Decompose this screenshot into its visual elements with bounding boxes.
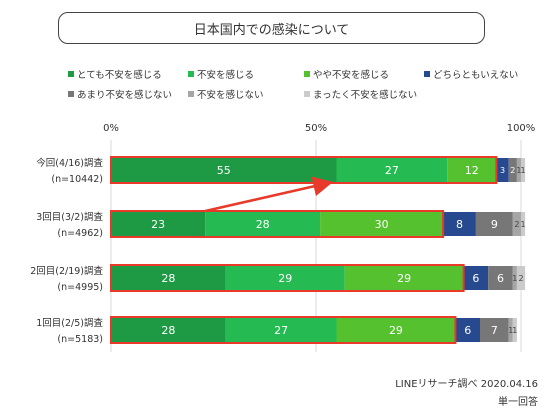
bar-segment (447, 158, 497, 182)
bar-segment (488, 266, 513, 290)
data-label: 23 (151, 218, 165, 231)
data-label: 2 (514, 220, 519, 229)
data-label: 28 (256, 218, 270, 231)
legend-swatch (304, 71, 310, 77)
bar-segment (344, 266, 464, 290)
chart-title: 日本国内での感染について (58, 12, 485, 44)
bar-segment (205, 212, 321, 236)
bar-segment (111, 158, 337, 182)
data-label: 2 (518, 274, 523, 283)
data-label: 55 (217, 164, 231, 177)
legend-label: まったく不安を感じない (313, 89, 417, 101)
answer-type-note: 単一回答 (498, 397, 538, 408)
x-tick-label: 100% (507, 123, 536, 134)
bar-segment (521, 158, 526, 182)
category-label: 3回目(3/2)調査 (36, 211, 103, 223)
legend-label: どちらともいえない (433, 70, 518, 81)
data-label: 1 (521, 166, 526, 175)
bar-segment (508, 158, 517, 182)
data-label: 1 (508, 326, 513, 335)
bar-segment (463, 266, 489, 290)
data-label: 7 (491, 324, 498, 337)
category-sample-size: (n=5183) (57, 334, 103, 345)
category-label: 2回目(2/19)調査 (30, 265, 103, 277)
bar-segment (455, 318, 480, 342)
bar-segment (225, 318, 337, 342)
legend-label: あまり不安を感じない (77, 89, 172, 101)
data-label: 12 (465, 164, 479, 177)
category-label: 1回目(2/5)調査 (36, 317, 103, 329)
bar-segment (111, 212, 206, 236)
x-tick-label: 0% (103, 123, 119, 134)
bar-segment (512, 266, 517, 290)
highlight-outline (110, 316, 457, 344)
legend-swatch (68, 91, 74, 97)
bar-segment (336, 318, 456, 342)
legend-swatch (188, 71, 194, 77)
bar-segment (336, 158, 448, 182)
bar-segment (111, 266, 226, 290)
data-label: 8 (456, 218, 463, 231)
source-note: LINEリサーチ調べ 2020.04.16 (395, 379, 538, 390)
data-label: 6 (464, 324, 471, 337)
trend-arrow (205, 176, 334, 213)
bar-segment (320, 212, 444, 236)
category-sample-size: (n=4995) (57, 282, 103, 293)
data-label: 2 (510, 166, 515, 175)
highlight-outline (110, 264, 465, 292)
data-label: 29 (397, 272, 411, 285)
data-label: 27 (385, 164, 399, 177)
data-label: 28 (161, 324, 175, 337)
legend-swatch (188, 91, 194, 97)
bar-segment (516, 266, 526, 290)
legend-swatch (424, 71, 430, 77)
data-label: 27 (274, 324, 288, 337)
data-label: 30 (375, 218, 389, 231)
data-label: 6 (472, 272, 479, 285)
data-label: 28 (161, 272, 175, 285)
bar-segment (111, 318, 226, 342)
bar-segment (475, 212, 513, 236)
category-label: 今回(4/16)調査 (36, 157, 103, 169)
legend-swatch (304, 91, 310, 97)
category-sample-size: (n=10442) (51, 174, 103, 185)
x-tick-label: 50% (305, 123, 327, 134)
bar-segment (521, 212, 526, 236)
legend-label: やや不安を感じる (313, 69, 389, 81)
data-label: 29 (278, 272, 292, 285)
bar-segment (480, 318, 509, 342)
bar-segment (512, 212, 521, 236)
bar-segment (512, 318, 517, 342)
data-label: 1 (512, 274, 517, 283)
legend-label: とても不安を感じる (77, 69, 162, 81)
data-label: 6 (497, 272, 504, 285)
data-label: 1 (512, 326, 517, 335)
category-sample-size: (n=4962) (57, 228, 103, 239)
legend-swatch (68, 71, 74, 77)
data-label: 9 (491, 218, 498, 231)
data-label: 3 (500, 166, 505, 175)
legend-label: 不安を感じる (197, 69, 254, 81)
highlight-outline (110, 210, 445, 238)
bar-segment (516, 158, 521, 182)
legend-label: 不安を感じない (197, 89, 264, 101)
bar-segment (508, 318, 513, 342)
data-label: 1 (516, 166, 521, 175)
data-label: 1 (521, 220, 526, 229)
bar-segment (496, 158, 509, 182)
highlight-outline (110, 156, 498, 184)
data-label: 29 (389, 324, 403, 337)
bar-segment (443, 212, 476, 236)
bar-segment (225, 266, 345, 290)
